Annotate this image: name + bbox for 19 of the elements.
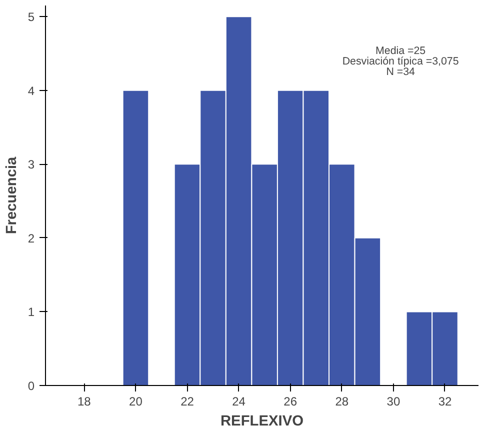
y-tick-label: 2 [28, 231, 35, 246]
y-tick-label: 0 [28, 379, 35, 393]
annotation: Desviación típica =3,075 [342, 56, 459, 68]
annotation: N =34 [386, 66, 415, 78]
y-tick-label: 4 [28, 84, 35, 98]
annotation: Media =25 [376, 44, 426, 57]
x-tick-label: 20 [129, 394, 143, 408]
x-tick-label: 30 [386, 394, 400, 408]
x-tick-label: 26 [284, 394, 298, 408]
x-tick-label: 18 [77, 394, 92, 408]
x-tick-label: 24 [232, 394, 246, 408]
x-tick-label: 32 [438, 394, 452, 408]
x-tick-label: 22 [180, 394, 194, 408]
y-tick-label: 3 [28, 158, 35, 172]
y-axis-title: Frecuencia [4, 156, 20, 234]
y-tick-label: 5 [28, 10, 35, 24]
x-tick-label: 28 [335, 394, 349, 408]
y-tick-label: 1 [28, 305, 35, 320]
x-axis-title: REFLEXIVO [220, 414, 304, 430]
